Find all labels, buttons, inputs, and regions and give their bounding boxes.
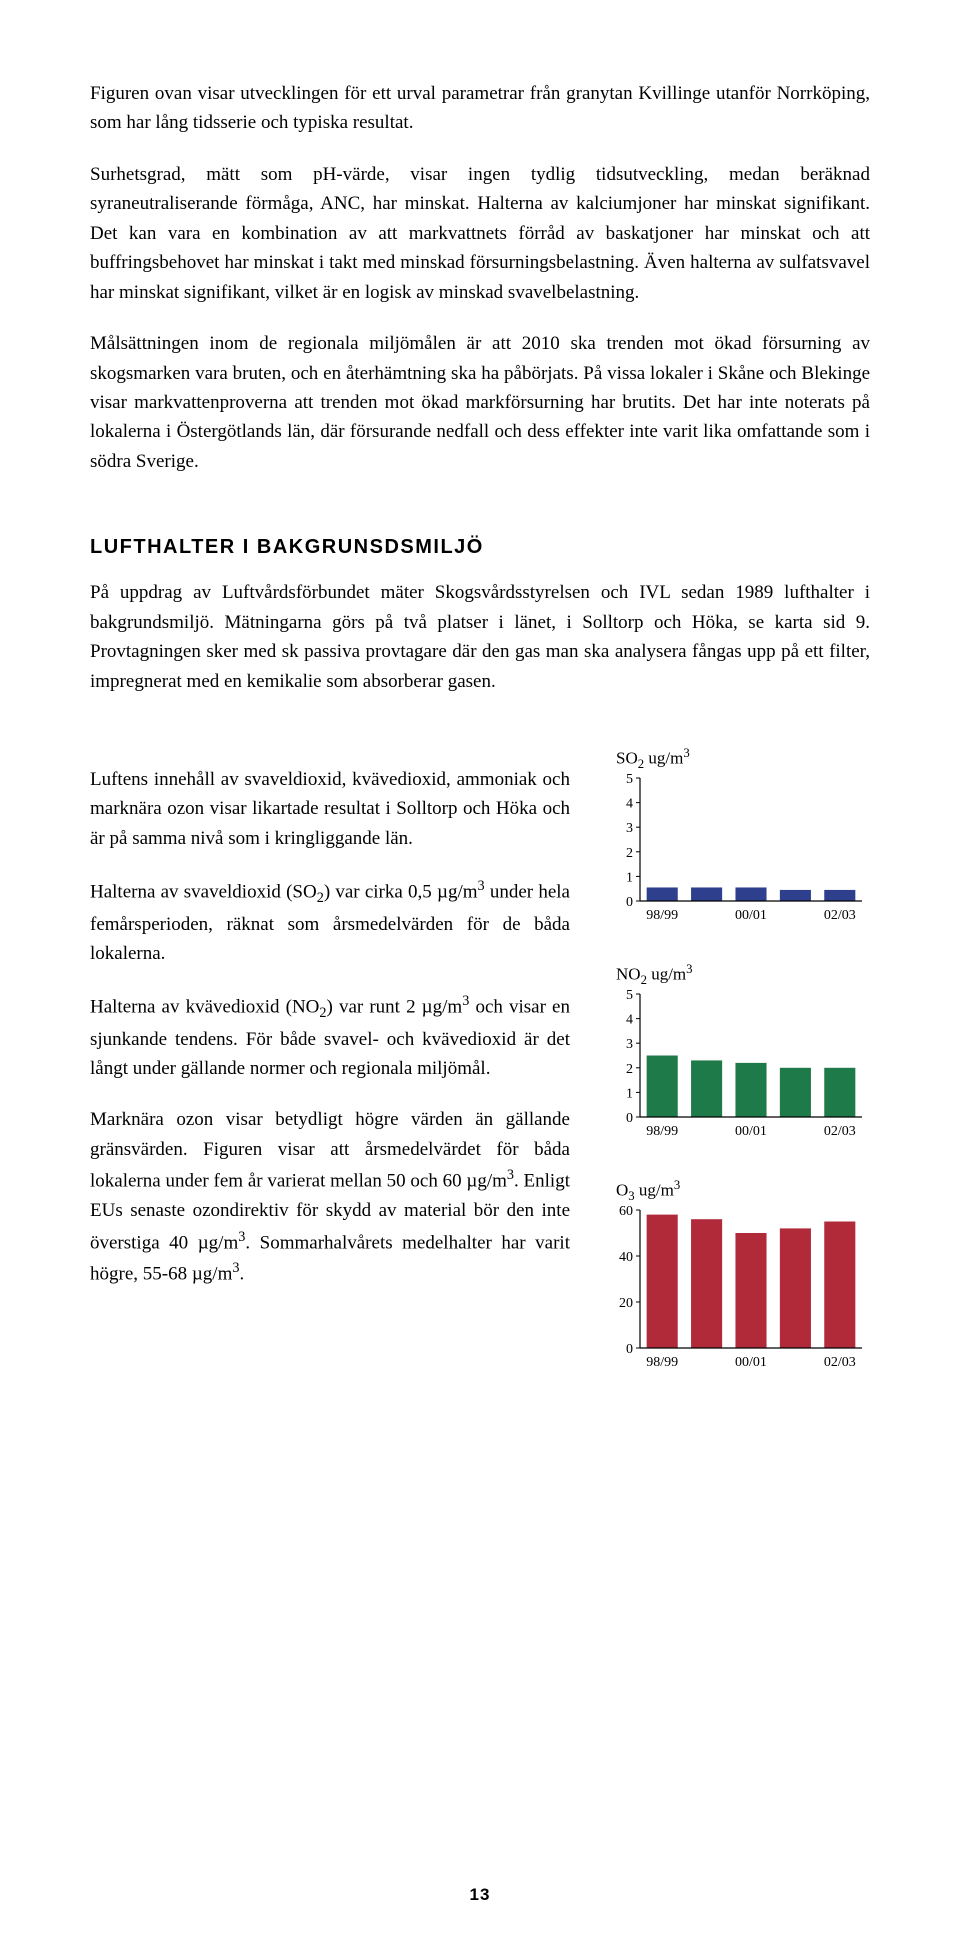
chart-o3: O3 ug/m3 020406098/9900/0102/03 — [610, 1178, 870, 1374]
svg-text:3: 3 — [626, 1037, 633, 1052]
chart-so2-title: SO2 ug/m3 — [610, 746, 870, 772]
svg-text:1: 1 — [626, 870, 633, 885]
chart-so2: SO2 ug/m3 0 1 2 3 4 5 98/99 00/01 02/03 — [610, 746, 870, 927]
chart-no2-svg: 0 1 2 3 4 5 98/99 00/01 02/03 — [610, 988, 870, 1143]
svg-text:1: 1 — [626, 1086, 633, 1101]
svg-text:0: 0 — [626, 1111, 633, 1126]
p7-part-b: ) var runt 2 µg/m — [327, 997, 463, 1018]
svg-text:00/01: 00/01 — [735, 1355, 767, 1370]
chart-so2-svg: 0 1 2 3 4 5 98/99 00/01 02/03 — [610, 772, 870, 927]
chart-o3-title: O3 ug/m3 — [610, 1178, 870, 1204]
p7-part-a: Halterna av kvävedioxid (NO — [90, 997, 319, 1018]
svg-text:4: 4 — [626, 797, 633, 812]
p6-part-a: Halterna av svaveldioxid (SO — [90, 882, 317, 903]
svg-text:5: 5 — [626, 988, 633, 1003]
svg-text:00/01: 00/01 — [735, 908, 767, 923]
section-heading-lufthalter: LUFTHALTER I BAKGRUNSDSMILJÖ — [90, 536, 870, 559]
left-column: Luftens innehåll av svaveldioxid, kväved… — [90, 746, 570, 1409]
p8-part-d: . — [239, 1264, 244, 1285]
p8-part-a: Marknära ozon visar betydligt högre värd… — [90, 1109, 570, 1191]
chart-no2: NO2 ug/m3 0 1 2 3 4 5 98/99 00/01 02/03 — [610, 962, 870, 1143]
paragraph-5: Luftens innehåll av svaveldioxid, kväved… — [90, 765, 570, 853]
svg-text:02/03: 02/03 — [824, 1355, 856, 1370]
chart-no2-title: NO2 ug/m3 — [610, 962, 870, 988]
svg-text:20: 20 — [619, 1296, 633, 1311]
chart-o3-title-a: O — [616, 1181, 628, 1200]
svg-text:2: 2 — [626, 846, 633, 861]
svg-text:0: 0 — [626, 895, 633, 910]
svg-text:40: 40 — [619, 1250, 633, 1265]
superscript-3: 3 — [507, 1167, 514, 1183]
svg-text:4: 4 — [626, 1013, 633, 1028]
svg-text:3: 3 — [626, 821, 633, 836]
svg-text:5: 5 — [626, 772, 633, 787]
svg-text:2: 2 — [626, 1062, 633, 1077]
svg-text:02/03: 02/03 — [824, 1124, 856, 1139]
svg-text:00/01: 00/01 — [735, 1124, 767, 1139]
paragraph-3: Målsättningen inom de regionala miljömål… — [90, 329, 870, 476]
p6-part-b: ) var cirka 0,5 µg/m — [324, 882, 478, 903]
superscript-3: 3 — [683, 746, 689, 760]
svg-text:0: 0 — [626, 1342, 633, 1357]
svg-text:98/99: 98/99 — [646, 908, 678, 923]
superscript-3: 3 — [674, 1178, 680, 1192]
page-number: 13 — [0, 1885, 960, 1905]
superscript-3: 3 — [686, 962, 692, 976]
chart-so2-title-b: ug/m — [644, 749, 683, 768]
chart-o3-svg: 0 20 40 60 98/99 00/01 02/03 — [610, 1204, 870, 1374]
subscript-2: 2 — [317, 890, 324, 906]
two-column-layout: Luftens innehåll av svaveldioxid, kväved… — [90, 746, 870, 1409]
paragraph-4: På uppdrag av Luftvårdsförbundet mäter S… — [90, 578, 870, 696]
subscript-2: 2 — [319, 1006, 326, 1022]
right-column-charts: SO2 ug/m3 01234598/9900/0102/03 NO2 ug/m… — [610, 746, 870, 1409]
svg-text:98/99: 98/99 — [646, 1355, 678, 1370]
chart-no2-title-b: ug/m — [647, 965, 686, 984]
superscript-3: 3 — [478, 878, 485, 894]
chart-no2-title-a: NO — [616, 965, 641, 984]
paragraph-2: Surhetsgrad, mätt som pH-värde, visar in… — [90, 160, 870, 307]
chart-so2-title-a: SO — [616, 749, 638, 768]
svg-text:02/03: 02/03 — [824, 908, 856, 923]
paragraph-6: Halterna av svaveldioxid (SO2) var cirka… — [90, 875, 570, 968]
chart-o3-title-b: ug/m — [635, 1181, 674, 1200]
svg-text:98/99: 98/99 — [646, 1124, 678, 1139]
page-container: Figuren ovan visar utvecklingen för ett … — [0, 0, 960, 1935]
paragraph-8: Marknära ozon visar betydligt högre värd… — [90, 1105, 570, 1289]
paragraph-1: Figuren ovan visar utvecklingen för ett … — [90, 79, 870, 138]
paragraph-7: Halterna av kvävedioxid (NO2) var runt 2… — [90, 990, 570, 1083]
svg-text:60: 60 — [619, 1204, 633, 1219]
